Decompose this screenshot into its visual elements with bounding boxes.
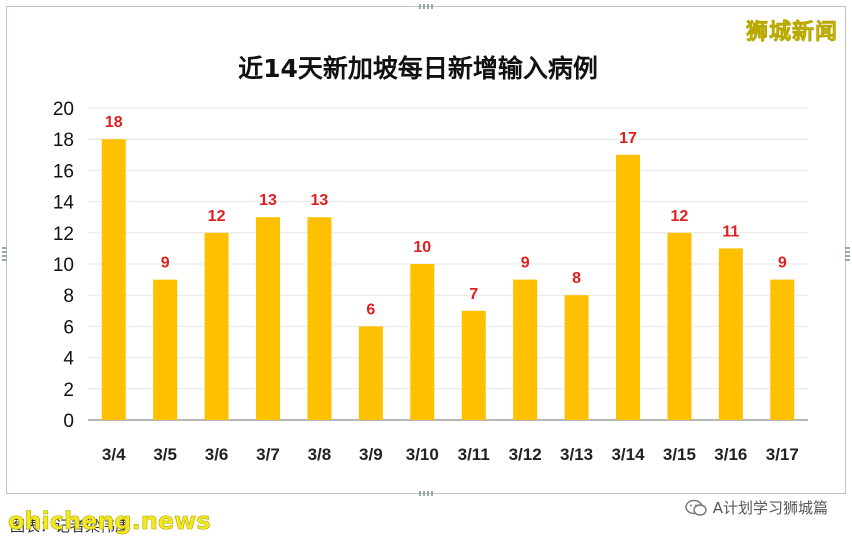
resize-handle-right[interactable] [845,247,850,261]
data-label: 9 [778,255,787,272]
bar-3-17 [770,279,795,420]
bar-3-14 [616,154,640,421]
data-label: 6 [366,301,375,318]
x-tick-label: 3/12 [509,445,542,464]
bar-3-4 [101,139,126,420]
y-tick-label: 8 [63,286,74,307]
resize-handle-left[interactable] [2,247,7,261]
bar-3-13 [564,295,589,420]
x-tick-label: 3/9 [359,445,383,464]
x-tick-label: 3/8 [308,445,332,464]
x-tick-label: 3/5 [153,445,177,464]
y-tick-label: 10 [53,255,74,276]
data-label: 13 [311,192,329,209]
y-tick-label: 6 [63,317,74,338]
chart-title: 近14天新加坡每日新增输入病例 [238,54,598,83]
source-credit: 图表：记者梁伟康 [10,517,131,535]
data-label: 12 [208,208,226,225]
y-tick-label: 4 [63,349,74,370]
data-label: 13 [259,192,277,209]
x-tick-label: 3/15 [663,445,696,464]
bar-3-9 [358,326,383,420]
x-tick-label: 3/4 [102,445,126,464]
resize-handle-top[interactable] [419,4,433,9]
bar-3-16 [718,248,743,420]
resize-handle-bottom[interactable] [419,491,433,496]
data-label: 11 [722,223,739,240]
y-tick-label: 2 [63,380,74,401]
data-label: 9 [161,255,170,272]
y-tick-label: 16 [53,161,74,182]
x-tick-label: 3/11 [458,445,490,464]
x-tick-label: 3/13 [560,445,593,464]
bar-3-5 [153,279,178,420]
data-label: 8 [572,270,581,287]
bar-3-7 [256,217,280,420]
account-badge[interactable]: A计划学习狮城篇 [685,497,828,518]
watermark-url: ohicheng.news [8,507,211,536]
y-tick-label: 0 [63,411,74,432]
data-label: 7 [469,286,478,303]
y-tick-label: 18 [53,130,74,151]
x-tick-label: 3/6 [205,445,229,464]
bar-3-10 [410,264,435,420]
bar-3-12 [513,279,538,420]
bar-3-11 [461,310,486,420]
y-tick-label: 14 [53,193,75,214]
wechat-icon [685,499,707,516]
data-label: 10 [413,239,431,256]
data-label: 9 [521,255,530,272]
y-tick-label: 12 [53,224,74,245]
x-tick-label: 3/16 [714,445,747,464]
x-tick-label: 3/10 [406,445,439,464]
bar-3-6 [204,232,229,420]
bar-3-15 [667,232,692,420]
x-tick-label: 3/7 [256,445,280,464]
data-label: 17 [619,130,637,147]
watermark-logo-text: 狮城新闻 [745,20,838,46]
data-label: 12 [671,208,689,225]
bar-3-8 [307,217,332,420]
y-tick-label: 20 [53,99,74,120]
data-label: 18 [105,114,123,131]
account-name: A计划学习狮城篇 [712,499,828,517]
x-tick-label: 3/17 [766,445,799,464]
x-tick-label: 3/14 [611,445,645,464]
